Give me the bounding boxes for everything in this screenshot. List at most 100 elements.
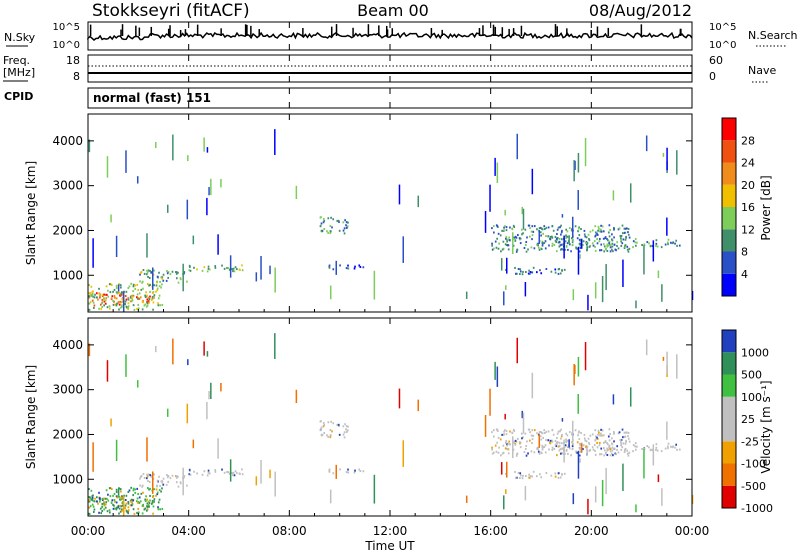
power-cell [166, 272, 169, 275]
power-cell [91, 299, 94, 302]
velocity-streak [584, 342, 587, 371]
power-cell [587, 233, 590, 236]
power-streak [373, 270, 376, 300]
velocity-cell [561, 442, 563, 445]
velocity-cell [559, 430, 561, 433]
power-cell [146, 301, 148, 304]
power-cell [161, 276, 164, 279]
velocity-cell [105, 489, 108, 492]
power-cell [513, 236, 516, 239]
power-streak [92, 238, 94, 268]
velocity-cell [151, 501, 154, 504]
power-streak [561, 214, 564, 218]
power-cell [146, 294, 148, 297]
velocity-cell [578, 442, 581, 445]
velocity-streak [524, 485, 527, 501]
power-cell [91, 294, 94, 297]
velocity-cell [175, 476, 178, 479]
velocity-colorbar-swatch [722, 352, 736, 375]
velocity-cell [103, 504, 106, 507]
velocity-cell [336, 423, 339, 426]
velocity-cell [332, 422, 335, 425]
power-cell [342, 221, 345, 224]
velocity-cell [634, 445, 637, 448]
power-cell [566, 230, 569, 233]
velocity-cell [498, 446, 500, 449]
power-cell [615, 249, 617, 252]
power-cell [646, 241, 649, 244]
velocity-cell [329, 436, 332, 439]
power-cell [228, 268, 231, 271]
velocity-cell [588, 441, 590, 444]
velocity-streak [635, 504, 637, 513]
power-cell [539, 226, 542, 229]
velocity-cell [320, 433, 323, 436]
velocity-cell [532, 434, 535, 437]
power-cell [98, 293, 101, 296]
power-cell [507, 244, 509, 247]
velocity-cell [559, 448, 562, 451]
velocity-cell [585, 445, 587, 448]
velocity-cell [165, 483, 168, 486]
power-cell [151, 297, 154, 300]
velocity-streak [496, 366, 499, 387]
power-cell [101, 302, 103, 305]
velocity-cell [338, 433, 341, 436]
power-cell [508, 239, 511, 242]
power-cell [514, 266, 516, 269]
power-cell [125, 298, 128, 301]
velocity-streak [115, 439, 118, 462]
power-cell [522, 270, 524, 273]
power-streak [612, 190, 615, 201]
power-cell [362, 266, 365, 269]
velocity-streak [484, 414, 487, 437]
velocity-cell [555, 454, 558, 457]
velocity-cell [598, 431, 600, 434]
noise-left-tick-top: 10^5 [53, 22, 80, 33]
velocity-cell [529, 431, 531, 434]
power-cell [236, 268, 238, 271]
velocity-cell [599, 453, 601, 456]
velocity-streak [573, 364, 575, 386]
power-cell [586, 245, 588, 248]
power-cell [561, 229, 563, 232]
velocity-cell [554, 475, 557, 478]
velocity-cell [149, 494, 151, 497]
velocity-cell [161, 507, 164, 510]
velocity-cell [141, 484, 144, 487]
power-cell [624, 227, 627, 230]
power-cell [528, 224, 531, 227]
velocity-streak [505, 489, 507, 494]
velocity-cell [496, 429, 499, 432]
power-cell [158, 285, 161, 288]
velocity-streak [155, 345, 157, 353]
velocity-cell [347, 471, 350, 474]
velocity-cell [531, 438, 534, 441]
velocity-cell [538, 452, 541, 455]
velocity-streak [622, 463, 624, 492]
velocity-cell [531, 442, 533, 445]
power-cell [99, 296, 101, 299]
velocity-ytick-label: 2000 [52, 427, 83, 441]
power-cell [598, 227, 600, 230]
power-streak [172, 134, 174, 161]
velocity-cell [156, 484, 158, 487]
power-cell [578, 250, 581, 253]
velocity-cell [120, 509, 123, 513]
velocity-cell [139, 484, 141, 487]
power-streak [577, 246, 580, 275]
power-cell [627, 250, 630, 253]
power-streak [522, 208, 525, 230]
power-cell [547, 226, 550, 229]
velocity-cell [558, 445, 561, 448]
power-cell [167, 271, 170, 274]
velocity-cell [354, 469, 356, 472]
power-cell [585, 243, 588, 246]
power-cell [345, 221, 348, 224]
velocity-cell [540, 431, 543, 434]
power-colorbar-tick: 20 [741, 179, 755, 192]
velocity-cell [656, 449, 659, 452]
velocity-cell [505, 433, 508, 436]
time-tick-label: 08:00 [272, 524, 307, 538]
